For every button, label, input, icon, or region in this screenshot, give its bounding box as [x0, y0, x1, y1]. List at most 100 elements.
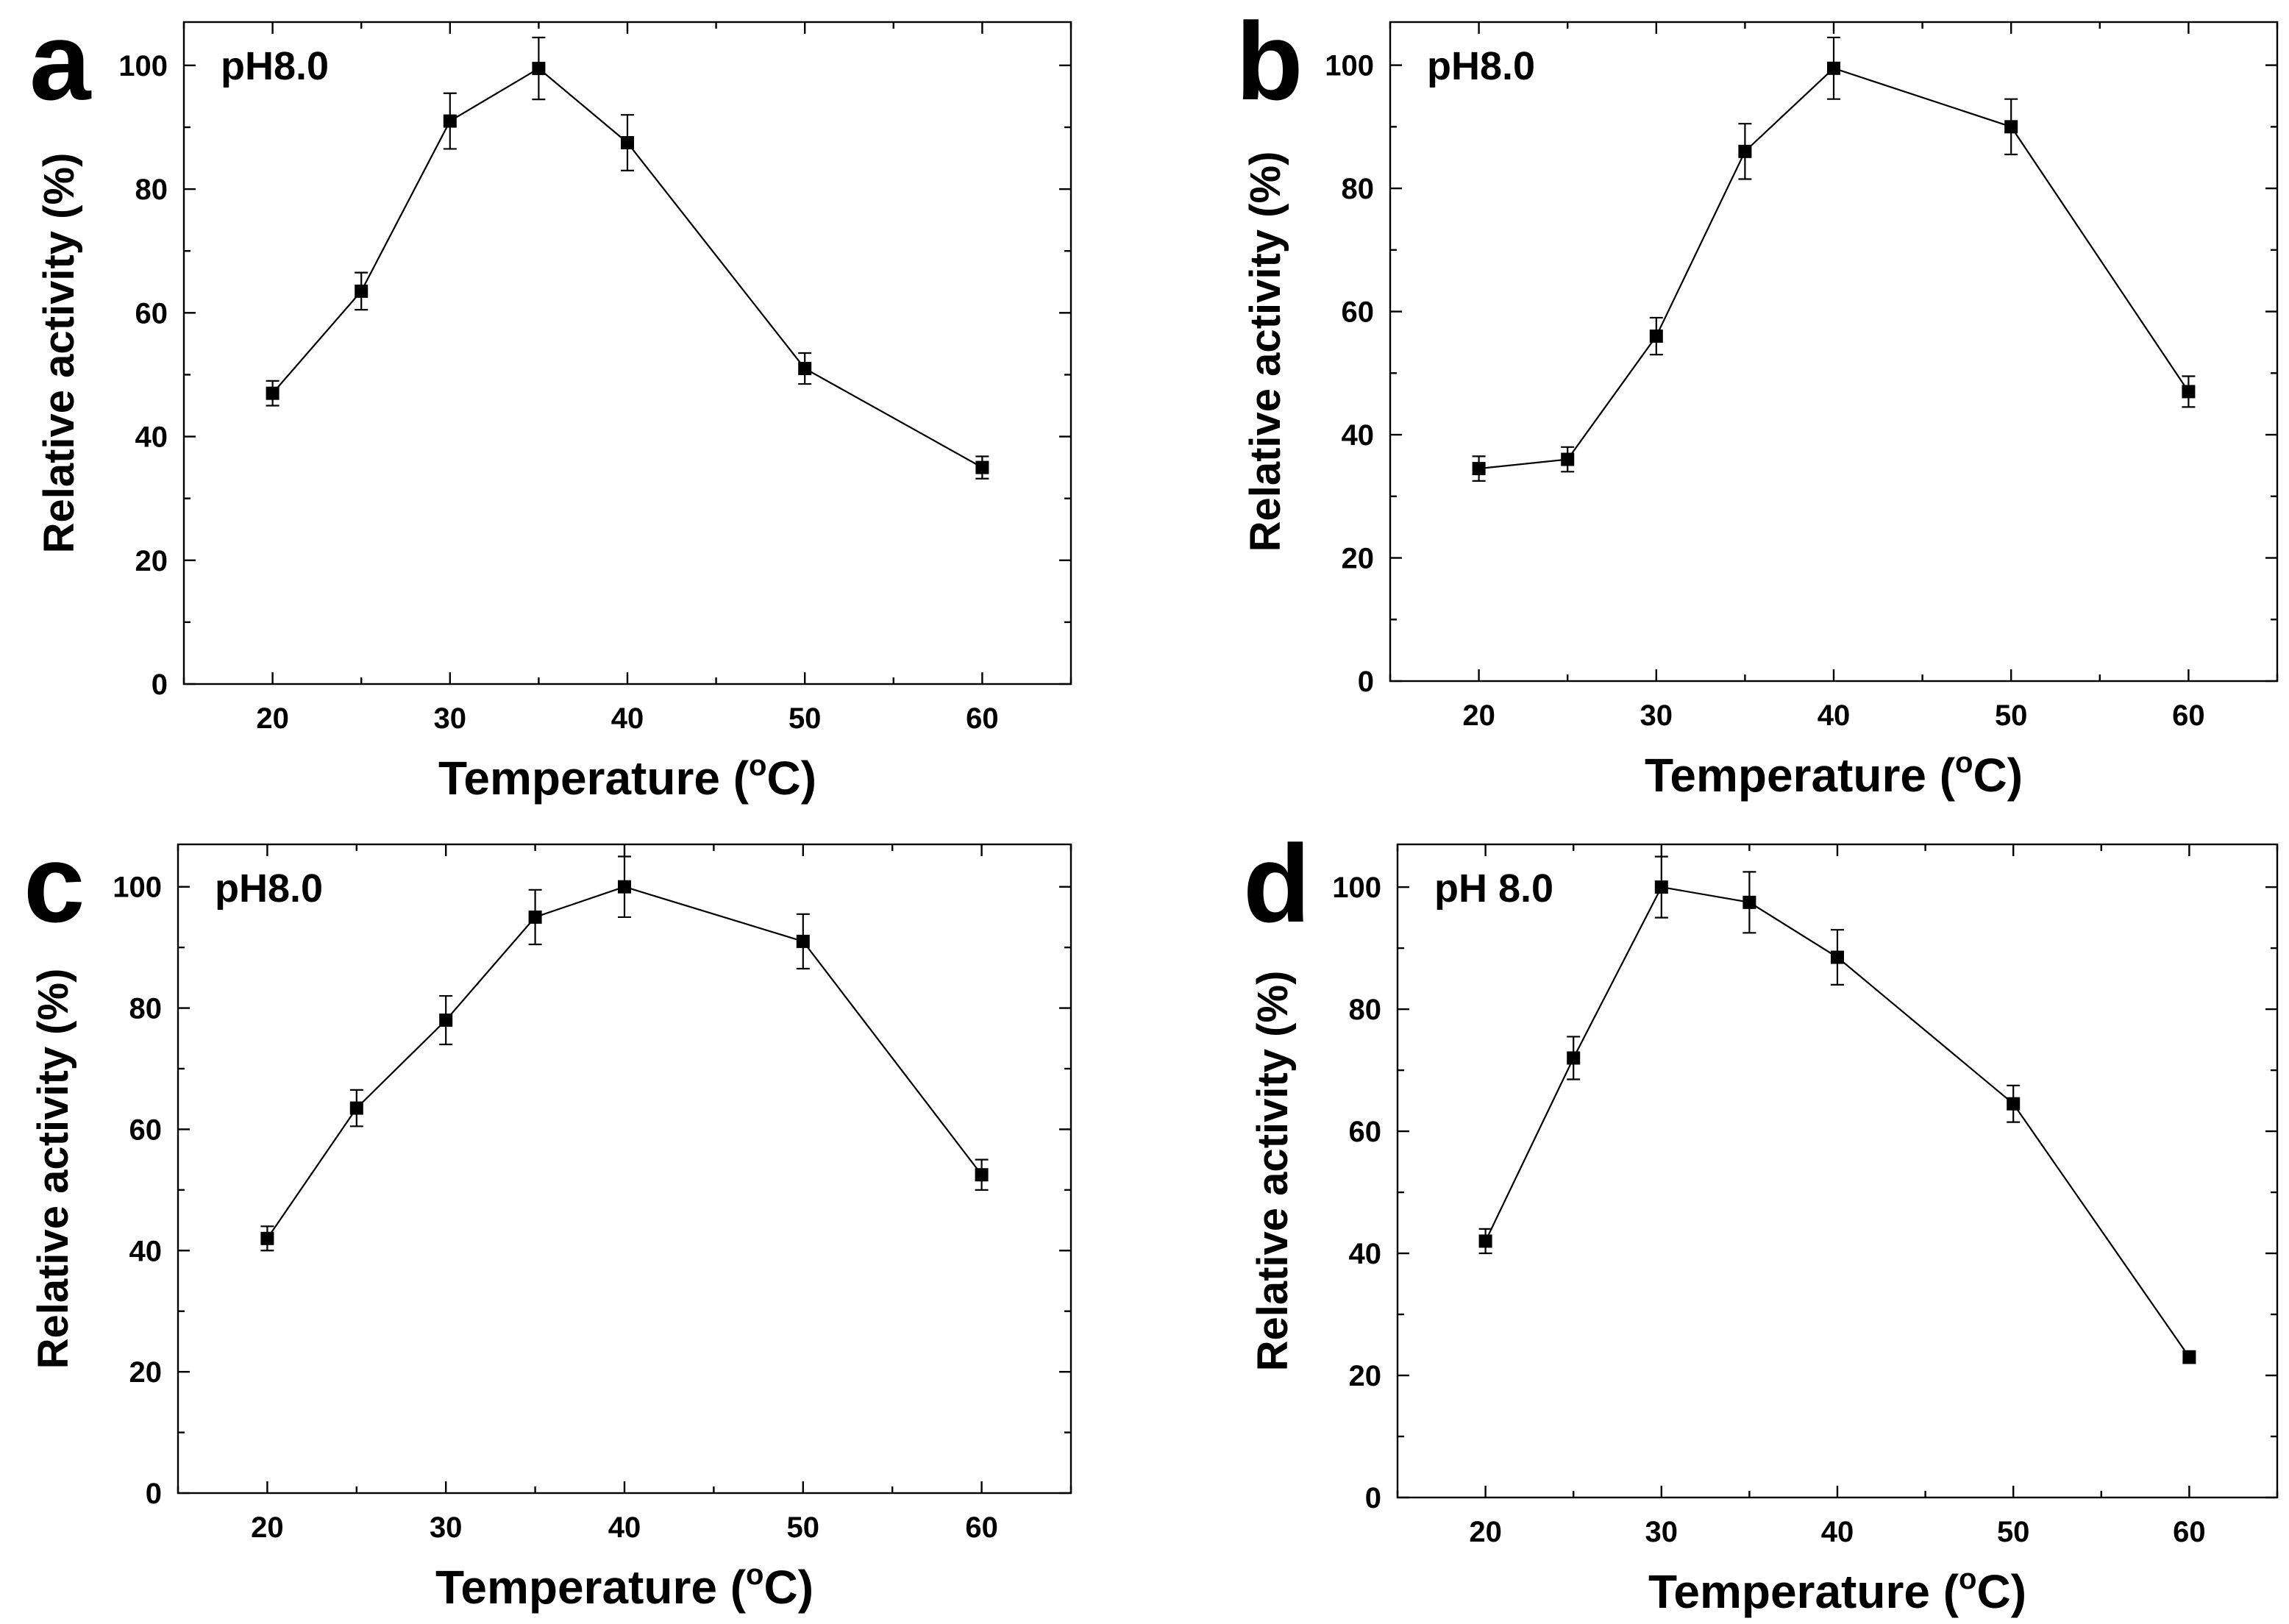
data-point	[2182, 1350, 2196, 1364]
x-tick-label: 60	[2173, 1516, 2206, 1548]
x-axis-title-main: Temperature (	[438, 752, 750, 805]
y-tick-label: 0	[1358, 666, 1374, 698]
y-tick-label: 0	[152, 669, 168, 701]
data-point	[1827, 61, 1840, 75]
y-tick-label: 0	[1365, 1482, 1381, 1514]
x-tick-label: 50	[788, 702, 822, 735]
x-tick-label: 20	[1469, 1516, 1502, 1548]
x-tick-label: 20	[251, 1511, 284, 1544]
x-axis-title-unit: C)	[1976, 1565, 2026, 1618]
data-point	[975, 1168, 989, 1182]
x-axis-title-main: Temperature (	[1645, 749, 1956, 802]
y-axis-title: Relative activity (%)	[29, 969, 77, 1370]
data-point	[1649, 330, 1663, 343]
data-point	[621, 136, 634, 150]
data-point	[355, 284, 369, 298]
x-tick-label: 50	[787, 1511, 820, 1544]
panel-letter: d	[1243, 822, 1311, 945]
data-point	[975, 460, 989, 474]
y-tick-label: 80	[135, 174, 168, 206]
x-axis-title: Temperature (oC)	[1648, 1563, 2026, 1618]
x-axis-title-unit: C)	[763, 1561, 814, 1614]
y-axis-title: Relative activity (%)	[1249, 971, 1297, 1372]
data-point	[443, 114, 457, 128]
data-point	[266, 386, 280, 400]
data-point	[618, 880, 631, 894]
x-tick-label: 30	[430, 1511, 463, 1544]
panel-b: 20 30 40 50 60 0 20 40 60 80 100 pH8.0 b Temperature …	[1236, 0, 2279, 802]
data-point	[528, 910, 542, 924]
data-point	[2004, 120, 2018, 134]
y-tick-label: 40	[1342, 419, 1375, 452]
x-axis-title: Temperature (oC)	[435, 1559, 814, 1614]
ph-annotation: pH8.0	[221, 44, 329, 88]
y-tick-label: 60	[1342, 296, 1375, 329]
y-tick-label: 20	[1342, 543, 1375, 575]
y-tick-label: 20	[135, 545, 168, 577]
data-point	[1561, 452, 1575, 466]
y-tick-label: 100	[1332, 872, 1381, 904]
series-line	[1478, 67, 2190, 470]
data-point	[798, 362, 812, 376]
panel-c: 20 30 40 50 60 0 20 40 60 80 100 pH8.0 c Temperature …	[24, 822, 1072, 1614]
x-axis-title-main: Temperature (	[435, 1561, 747, 1614]
x-axis-title-degree: o	[746, 1559, 763, 1591]
data-point	[439, 1014, 453, 1028]
x-axis-title: Temperature (oC)	[1645, 747, 2023, 802]
y-axis-title: Relative activity (%)	[1242, 152, 1289, 552]
data-point	[1567, 1051, 1581, 1065]
x-axis-title-degree: o	[1955, 747, 1973, 779]
y-tick-label: 40	[1349, 1238, 1382, 1270]
data-point	[1654, 880, 1668, 894]
data-point	[532, 62, 546, 76]
y-tick-label: 80	[1342, 173, 1375, 205]
panel-a: 20 30 40 50 60 0 20 40 60 80 100 pH8.0 a Temperature …	[29, 0, 1072, 805]
data-point	[1831, 950, 1844, 964]
x-tick-label: 20	[256, 702, 289, 735]
plot-frame	[1389, 21, 2279, 683]
panel-letter: c	[24, 822, 85, 945]
series-line	[266, 886, 983, 1239]
x-tick-label: 60	[2172, 699, 2205, 732]
panel-d: 20 30 40 50 60 0 20 40 60 80 100 pH 8.0 d Temperature…	[1243, 822, 2279, 1618]
ph-annotation: pH 8.0	[1434, 866, 1553, 911]
x-tick-label: 60	[966, 702, 999, 735]
plot-frame	[177, 843, 1072, 1495]
y-tick-label: 80	[1349, 994, 1382, 1026]
x-axis-title-unit: C)	[766, 752, 816, 805]
x-axis-title-degree: o	[749, 749, 766, 782]
ph-annotation: pH8.0	[1427, 44, 1535, 88]
y-tick-label: 100	[1325, 50, 1374, 82]
x-tick-label: 20	[1462, 699, 1495, 732]
panel-letter: a	[29, 0, 92, 123]
y-tick-label: 60	[129, 1114, 163, 1146]
data-point	[2007, 1097, 2021, 1111]
data-point	[1738, 144, 1752, 158]
y-tick-label: 60	[135, 297, 168, 330]
y-tick-label: 100	[118, 50, 168, 82]
y-tick-label: 20	[129, 1356, 163, 1389]
y-tick-label: 100	[113, 872, 162, 904]
x-axis-title: Temperature (oC)	[438, 749, 816, 805]
data-point	[1742, 895, 1756, 909]
x-tick-label: 50	[1997, 1516, 2030, 1548]
y-tick-label: 80	[129, 993, 163, 1025]
panel-letter: b	[1236, 0, 1303, 123]
y-tick-label: 40	[129, 1235, 163, 1267]
x-tick-label: 30	[434, 702, 467, 735]
x-tick-label: 40	[611, 702, 644, 735]
y-axis-title: Relative activity (%)	[35, 153, 83, 554]
data-point	[260, 1231, 274, 1245]
x-tick-label: 60	[965, 1511, 998, 1544]
x-axis-title-main: Temperature (	[1648, 1565, 1959, 1618]
x-tick-label: 40	[1821, 1516, 1854, 1548]
y-tick-label: 60	[1349, 1116, 1382, 1148]
data-point	[796, 934, 810, 948]
data-point	[1478, 1234, 1492, 1248]
data-point	[349, 1101, 363, 1115]
x-tick-label: 50	[1995, 699, 2028, 732]
y-tick-label: 40	[135, 421, 168, 454]
ph-annotation: pH8.0	[215, 866, 323, 911]
x-tick-label: 40	[608, 1511, 641, 1544]
